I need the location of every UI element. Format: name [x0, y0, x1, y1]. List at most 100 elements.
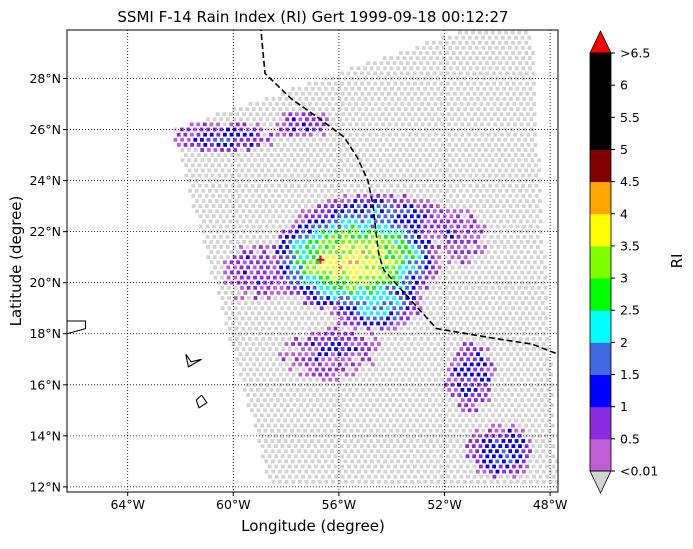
swath-pixel	[410, 362, 415, 367]
swath-pixel	[460, 388, 465, 392]
swath-pixel	[497, 413, 502, 418]
swath-pixel	[366, 81, 371, 86]
swath-pixel	[329, 183, 334, 188]
swath-pixel	[527, 56, 532, 60]
swath-pixel	[339, 306, 344, 311]
swath-pixel	[359, 444, 364, 448]
swath-pixel	[535, 234, 540, 239]
swath-pixel	[478, 423, 482, 428]
swath-pixel	[309, 418, 314, 423]
swath-pixel	[273, 188, 278, 193]
swath-pixel	[338, 372, 342, 377]
swath-pixel	[527, 173, 532, 178]
swath-pixel	[337, 459, 341, 464]
swath-pixel	[422, 56, 427, 60]
swath-pixel	[434, 270, 439, 275]
swath-pixel	[277, 439, 281, 443]
swath-pixel	[498, 61, 503, 66]
swath-pixel	[272, 403, 277, 408]
swath-pixel	[262, 260, 267, 265]
swath-pixel	[419, 444, 423, 448]
swath-pixel	[433, 122, 438, 127]
swath-pixel	[510, 413, 515, 418]
swath-pixel	[467, 163, 472, 168]
swath-pixel	[467, 398, 472, 402]
swath-pixel	[455, 66, 460, 71]
swath-pixel	[267, 199, 272, 203]
swath-pixel	[445, 444, 450, 448]
swath-pixel	[255, 122, 260, 127]
swath-pixel	[351, 362, 355, 367]
swath-pixel	[398, 265, 402, 270]
swath-pixel	[264, 204, 269, 208]
swath-pixel	[277, 331, 282, 336]
swath-pixel	[504, 40, 509, 45]
swath-pixel	[258, 342, 262, 346]
swath-pixel	[423, 342, 427, 346]
swath-pixel	[316, 291, 320, 295]
swath-pixel	[473, 122, 478, 127]
swath-pixel	[476, 479, 480, 484]
swath-pixel	[242, 260, 247, 265]
swath-pixel	[354, 229, 358, 234]
swath-pixel	[426, 326, 430, 331]
swath-pixel	[254, 219, 259, 224]
swath-pixel	[257, 439, 262, 443]
swath-pixel	[440, 132, 445, 137]
swath-pixel	[221, 188, 225, 193]
swath-pixel	[447, 260, 452, 265]
swath-pixel	[333, 81, 338, 86]
swath-pixel	[493, 240, 497, 244]
swath-pixel	[433, 112, 438, 117]
swath-pixel	[271, 331, 275, 336]
swath-pixel	[280, 316, 285, 321]
swath-pixel	[409, 449, 414, 454]
swath-pixel	[276, 418, 281, 423]
swath-pixel	[335, 388, 339, 392]
swath-pixel	[339, 168, 344, 173]
swath-pixel	[271, 362, 276, 367]
swath-pixel	[448, 46, 453, 50]
swath-pixel	[372, 423, 377, 428]
swath-pixel	[251, 352, 256, 357]
swath-pixel	[523, 403, 528, 408]
swath-pixel	[525, 464, 529, 469]
swath-pixel	[493, 367, 497, 372]
swath-pixel	[347, 357, 352, 362]
swath-pixel	[461, 439, 466, 443]
swath-pixel	[292, 393, 297, 397]
swath-pixel	[480, 270, 485, 275]
swath-pixel	[486, 250, 491, 254]
swath-pixel	[524, 444, 529, 448]
swath-pixel	[461, 35, 466, 40]
swath-pixel	[310, 331, 315, 336]
swath-pixel	[372, 306, 377, 311]
swath-pixel	[525, 209, 529, 214]
swath-pixel	[340, 347, 345, 351]
swath-pixel	[499, 347, 503, 351]
swath-pixel	[328, 270, 333, 275]
swath-pixel	[537, 423, 542, 428]
swath-pixel	[349, 439, 354, 443]
swath-pixel	[272, 372, 276, 377]
swath-pixel	[320, 444, 324, 448]
swath-pixel	[248, 102, 253, 106]
swath-pixel	[242, 367, 246, 372]
swath-pixel	[278, 255, 283, 260]
swath-pixel	[445, 168, 449, 173]
swath-pixel	[318, 372, 323, 377]
swath-pixel	[271, 107, 276, 111]
swath-pixel	[364, 372, 369, 377]
swath-pixel	[427, 132, 432, 137]
swath-pixel	[360, 337, 364, 341]
swath-pixel	[355, 153, 360, 157]
swath-pixel	[422, 449, 427, 454]
swath-pixel	[453, 112, 458, 117]
swath-pixel	[237, 183, 242, 188]
swath-pixel	[480, 132, 485, 137]
swath-pixel	[522, 245, 527, 249]
swath-pixel	[307, 337, 312, 341]
swath-pixel	[491, 168, 495, 173]
swath-pixel	[310, 214, 315, 219]
swath-pixel	[324, 107, 329, 111]
